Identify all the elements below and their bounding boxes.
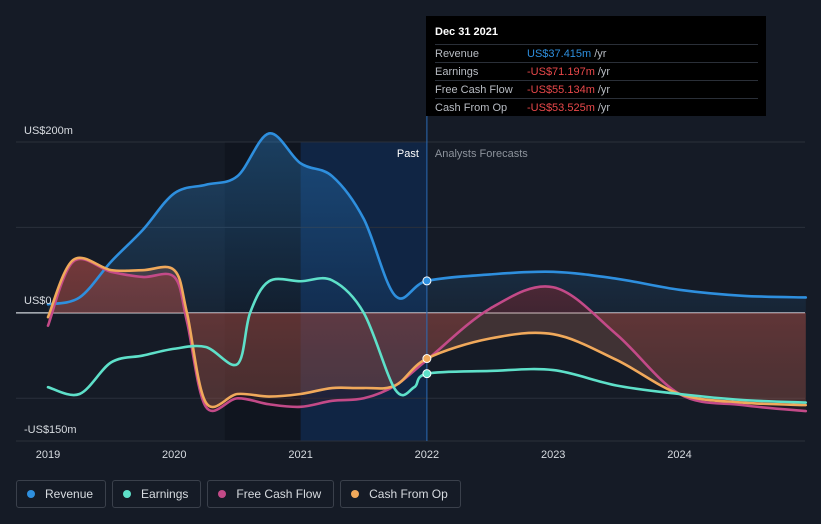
legend-label: Cash From Op: [369, 487, 448, 501]
x-tick-label: 2021: [288, 449, 312, 461]
free-cash-flow-dot-icon: [218, 490, 227, 498]
legend-label: Earnings: [141, 487, 189, 501]
earnings-line: [46, 276, 808, 404]
revenue-dot-icon: [27, 490, 35, 498]
tooltip-label: Free Cash Flow: [435, 83, 513, 96]
legend-label: Free Cash Flow: [236, 487, 322, 501]
legend-item-revenue[interactable]: Revenue: [16, 480, 107, 508]
legend-label: Revenue: [45, 487, 94, 501]
past-label: Past: [397, 148, 419, 160]
x-tick-label: 2020: [162, 449, 186, 461]
x-tick-label: 2023: [541, 449, 565, 461]
tooltip-label: Revenue: [435, 47, 480, 60]
legend: Revenue Earnings Free Cash Flow Cash Fro…: [16, 480, 461, 508]
revenue-line: [46, 132, 808, 306]
cash-from-op-dot-icon: [351, 490, 360, 498]
tooltip-label: Earnings: [435, 65, 479, 78]
highlight-point: [422, 369, 432, 379]
tooltip-row-revenue: Revenue US$37.415m /yr: [435, 44, 758, 62]
legend-item-cash-from-op[interactable]: Cash From Op: [340, 480, 461, 508]
x-tick-label: 2024: [667, 449, 691, 461]
tooltip-value: US$37.415m: [527, 47, 592, 60]
highlight-point: [422, 354, 432, 364]
tooltip-label: Cash From Op: [435, 101, 508, 114]
legend-item-earnings[interactable]: Earnings: [112, 480, 202, 508]
tooltip-unit: /yr: [594, 47, 607, 60]
tooltip-unit: /yr: [597, 83, 611, 96]
tooltip-unit: /yr: [597, 65, 611, 78]
legend-item-free-cash-flow[interactable]: Free Cash Flow: [207, 480, 335, 508]
earnings-dot-icon: [123, 490, 132, 498]
tooltip-row-earnings: Earnings -US$71.197m /yr: [435, 62, 758, 80]
tooltip-date: Dec 31 2021: [435, 26, 498, 38]
tooltip-row-free-cash-flow: Free Cash Flow -US$55.134m /yr: [435, 80, 758, 98]
cash-from-op-line: [46, 256, 808, 409]
highlight-point: [422, 276, 432, 286]
revenue-area: [48, 133, 806, 313]
y-tick-label: US$200m: [24, 125, 73, 137]
forecast-label: Analysts Forecasts: [435, 148, 528, 160]
tooltip-unit: /yr: [597, 101, 611, 114]
free-cash-flow-line: [46, 257, 808, 413]
x-tick-label: 2022: [415, 449, 439, 461]
y-tick-label: US$0: [24, 295, 52, 307]
tooltip-value: -US$55.134m: [527, 83, 595, 96]
tooltip: Dec 31 2021 Revenue US$37.415m /yr Earni…: [426, 16, 766, 116]
tooltip-value: -US$53.525m: [527, 101, 595, 114]
tooltip-value: -US$71.197m: [527, 65, 595, 78]
y-tick-label: -US$150m: [24, 424, 77, 436]
x-tick-label: 2019: [36, 449, 60, 461]
tooltip-row-cash-from-op: Cash From Op -US$53.525m /yr: [435, 98, 758, 116]
